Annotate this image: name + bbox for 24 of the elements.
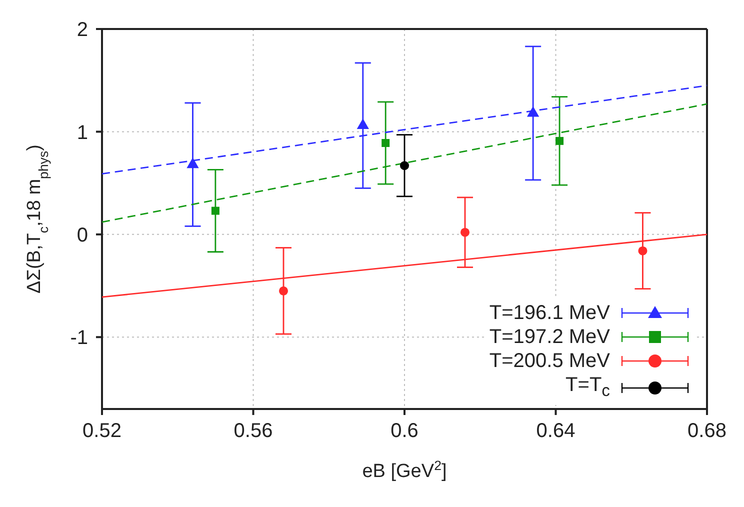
- point: [556, 136, 564, 145]
- legend-label: T=T$_{c}$: [566, 374, 610, 400]
- point: [382, 139, 390, 147]
- point: [356, 118, 369, 130]
- point: [460, 228, 470, 237]
- x-axis-title: eB [GeV$^{2}$]: [362, 458, 447, 482]
- x-tick-label: 0.52: [82, 420, 122, 442]
- y-tick-label: -1: [70, 327, 88, 350]
- legend-label: T=196.1 MeV: [489, 302, 610, 324]
- point: [638, 246, 648, 256]
- point: [278, 286, 288, 296]
- point: [211, 206, 220, 215]
- x-tick-label: 0.64: [536, 420, 576, 442]
- legend-label: T=200.5 MeV: [489, 350, 610, 372]
- point: [400, 161, 410, 170]
- legend-label: T=197.2 MeV: [489, 326, 610, 348]
- y-tick-label: 0: [76, 224, 88, 247]
- y-tick-label: 2: [76, 19, 88, 42]
- point: [526, 106, 540, 117]
- point: [186, 158, 199, 168]
- y-tick-label: 1: [76, 122, 88, 144]
- x-tick-label: 0.56: [234, 420, 273, 442]
- x-tick-label: 0.68: [688, 420, 726, 442]
- x-tick-label: 0.6: [390, 420, 418, 442]
